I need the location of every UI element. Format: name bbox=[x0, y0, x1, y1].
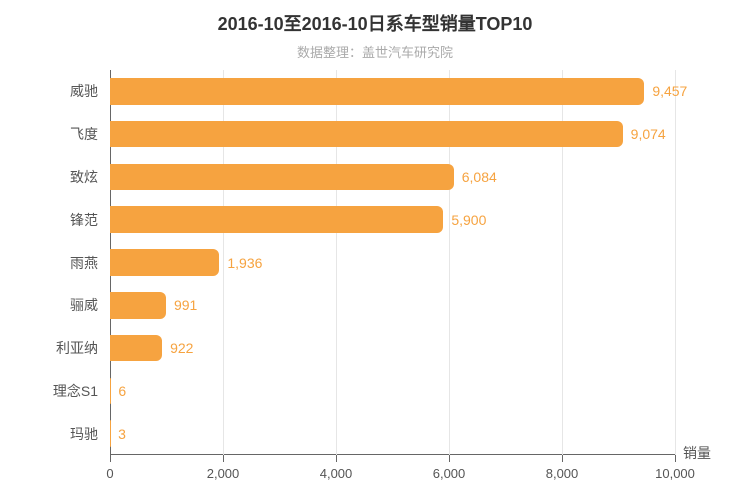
bar-value-label: 3 bbox=[118, 426, 126, 442]
bar-value-label: 9,457 bbox=[652, 83, 687, 99]
x-tick bbox=[223, 455, 224, 462]
x-gridline bbox=[675, 70, 676, 455]
y-tick-label: 锋范 bbox=[70, 210, 98, 230]
bar bbox=[110, 206, 443, 233]
x-tick-label: 6,000 bbox=[433, 466, 466, 481]
bar bbox=[110, 78, 644, 105]
bar-value-label: 6,084 bbox=[462, 169, 497, 185]
y-tick-label: 骊威 bbox=[70, 295, 98, 315]
bar-value-label: 991 bbox=[174, 297, 197, 313]
y-tick-label: 玛驰 bbox=[70, 424, 98, 444]
plot-area: 02,0004,0006,0008,00010,000威驰9,457飞度9,07… bbox=[110, 70, 675, 455]
bar bbox=[110, 249, 219, 276]
chart-title: 2016-10至2016-10日系车型销量TOP10 bbox=[0, 0, 750, 36]
x-tick-label: 2,000 bbox=[207, 466, 240, 481]
y-tick-label: 飞度 bbox=[70, 124, 98, 144]
bar-value-label: 5,900 bbox=[451, 212, 486, 228]
bar bbox=[110, 420, 111, 447]
x-axis-title: 销量 bbox=[683, 443, 711, 463]
x-tick-label: 4,000 bbox=[320, 466, 353, 481]
bar bbox=[110, 292, 166, 319]
bar-value-label: 9,074 bbox=[631, 126, 666, 142]
chart-container: 2016-10至2016-10日系车型销量TOP10 数据整理：盖世汽车研究院 … bbox=[0, 0, 750, 500]
x-tick bbox=[110, 455, 111, 462]
x-axis-line bbox=[110, 454, 675, 455]
x-tick bbox=[675, 455, 676, 462]
bar-value-label: 1,936 bbox=[227, 255, 262, 271]
x-tick-label: 0 bbox=[106, 466, 113, 481]
bar bbox=[110, 164, 454, 191]
x-tick bbox=[562, 455, 563, 462]
x-tick-label: 10,000 bbox=[655, 466, 695, 481]
y-tick-label: 雨燕 bbox=[70, 253, 98, 273]
y-tick-label: 威驰 bbox=[70, 81, 98, 101]
y-tick-label: 利亚纳 bbox=[56, 338, 98, 358]
y-tick-label: 致炫 bbox=[70, 167, 98, 187]
x-tick bbox=[336, 455, 337, 462]
bar bbox=[110, 335, 162, 362]
y-tick-label: 理念S1 bbox=[53, 381, 98, 401]
x-tick-label: 8,000 bbox=[546, 466, 579, 481]
bar-value-label: 922 bbox=[170, 340, 193, 356]
bar bbox=[110, 378, 111, 405]
chart-subtitle: 数据整理：盖世汽车研究院 bbox=[0, 42, 750, 61]
bar-value-label: 6 bbox=[118, 383, 126, 399]
x-tick bbox=[449, 455, 450, 462]
bar bbox=[110, 121, 623, 148]
